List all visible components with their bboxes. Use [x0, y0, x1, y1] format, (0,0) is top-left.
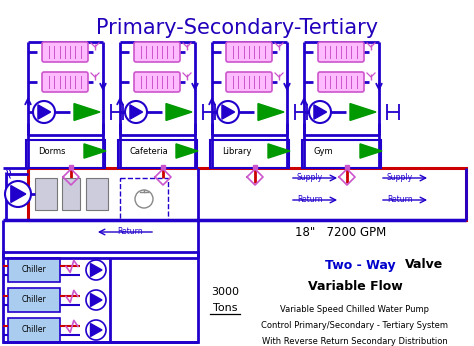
- Bar: [8, 288, 60, 312]
- Text: Primary-Secondary-Tertiary: Primary-Secondary-Tertiary: [96, 18, 378, 38]
- Text: Supply: Supply: [297, 173, 323, 182]
- Text: Control Primary/Secondary - Tertiary System: Control Primary/Secondary - Tertiary Sys…: [262, 320, 448, 329]
- Bar: [3, 252, 198, 342]
- Bar: [69, 165, 73, 169]
- Circle shape: [217, 101, 239, 123]
- Polygon shape: [166, 103, 192, 120]
- Polygon shape: [74, 103, 100, 120]
- Circle shape: [33, 101, 55, 123]
- Polygon shape: [176, 144, 198, 158]
- Text: 18"   7200 GPM: 18" 7200 GPM: [295, 226, 386, 238]
- Text: Variable Flow: Variable Flow: [308, 281, 402, 293]
- Polygon shape: [258, 103, 284, 120]
- Text: Variable Speed Chilled Water Pump: Variable Speed Chilled Water Pump: [281, 304, 429, 313]
- Bar: [210, 140, 289, 168]
- Text: Chiller: Chiller: [22, 265, 46, 274]
- Bar: [120, 178, 168, 220]
- FancyBboxPatch shape: [318, 42, 364, 62]
- Bar: [161, 165, 165, 169]
- Polygon shape: [91, 324, 102, 337]
- Text: Gym: Gym: [314, 146, 334, 155]
- Bar: [8, 258, 60, 282]
- FancyBboxPatch shape: [42, 42, 88, 62]
- Bar: [345, 165, 349, 169]
- Bar: [302, 140, 381, 168]
- Text: Supply: Supply: [387, 173, 413, 182]
- Text: Dorms: Dorms: [38, 146, 65, 155]
- Bar: [118, 140, 197, 168]
- Polygon shape: [91, 293, 102, 307]
- FancyBboxPatch shape: [318, 72, 364, 92]
- Circle shape: [86, 290, 106, 310]
- Bar: [253, 165, 257, 169]
- Text: Valve: Valve: [405, 258, 443, 272]
- Circle shape: [309, 101, 331, 123]
- Polygon shape: [11, 185, 26, 202]
- Text: Cafeteria: Cafeteria: [130, 146, 169, 155]
- Bar: [86, 178, 108, 210]
- FancyBboxPatch shape: [134, 42, 180, 62]
- Circle shape: [86, 260, 106, 280]
- FancyBboxPatch shape: [226, 72, 272, 92]
- Bar: [62, 178, 80, 210]
- Bar: [8, 318, 60, 342]
- Circle shape: [86, 320, 106, 340]
- Polygon shape: [360, 144, 382, 158]
- Text: ≈: ≈: [1, 166, 15, 178]
- Polygon shape: [91, 264, 102, 276]
- Text: Library: Library: [222, 146, 252, 155]
- Polygon shape: [268, 144, 290, 158]
- Polygon shape: [130, 105, 143, 119]
- Circle shape: [135, 190, 153, 208]
- Bar: [26, 140, 105, 168]
- Text: With Reverse Return Secondary Distribution: With Reverse Return Secondary Distributi…: [262, 337, 448, 346]
- FancyBboxPatch shape: [226, 42, 272, 62]
- Polygon shape: [38, 105, 51, 119]
- Text: Chiller: Chiller: [22, 295, 46, 304]
- Text: Tons: Tons: [213, 303, 237, 313]
- Text: Two - Way: Two - Way: [325, 258, 396, 272]
- Text: Return: Return: [297, 195, 323, 204]
- Circle shape: [125, 101, 147, 123]
- FancyBboxPatch shape: [134, 72, 180, 92]
- Text: Return: Return: [387, 195, 413, 204]
- FancyBboxPatch shape: [42, 72, 88, 92]
- Text: Chiller: Chiller: [22, 326, 46, 335]
- Polygon shape: [222, 105, 235, 119]
- Circle shape: [5, 181, 31, 207]
- Polygon shape: [314, 105, 327, 119]
- Text: Return: Return: [117, 228, 143, 237]
- Bar: [28, 168, 466, 220]
- Text: 3000: 3000: [211, 287, 239, 297]
- Polygon shape: [84, 144, 106, 158]
- Polygon shape: [350, 103, 376, 120]
- Bar: [35, 178, 57, 210]
